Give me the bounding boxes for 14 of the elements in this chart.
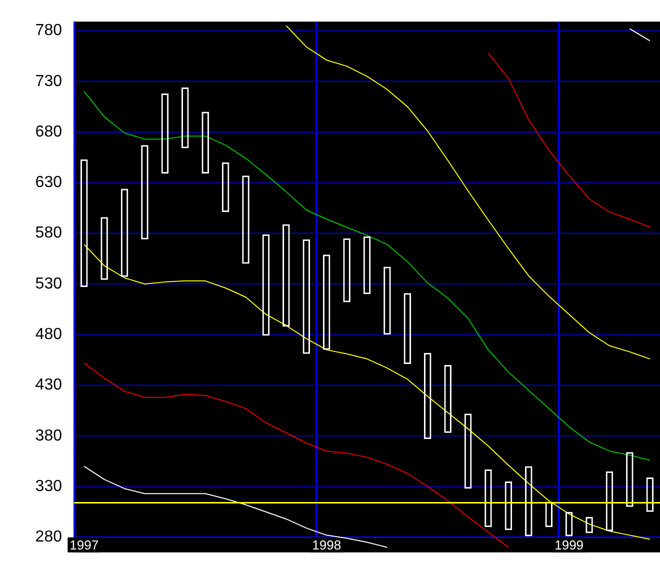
y-tick-label: 580 (35, 224, 62, 242)
y-tick-label: 530 (35, 275, 62, 292)
y-tick-label: 630 (35, 174, 62, 192)
x-tick-label: 1997 (70, 537, 99, 552)
y-tick-label: 430 (35, 376, 62, 394)
y-tick-label: 480 (35, 326, 62, 344)
x-tick-label: 1999 (554, 537, 584, 552)
y-tick-label: 680 (35, 123, 62, 140)
y-tick-label: 380 (35, 427, 62, 444)
x-tick-label: 1998 (312, 537, 342, 552)
y-tick-label: 730 (35, 72, 62, 90)
y-tick-label: 280 (35, 528, 62, 546)
y-tick-label: 780 (35, 22, 62, 40)
y-tick-label: 330 (35, 478, 62, 495)
